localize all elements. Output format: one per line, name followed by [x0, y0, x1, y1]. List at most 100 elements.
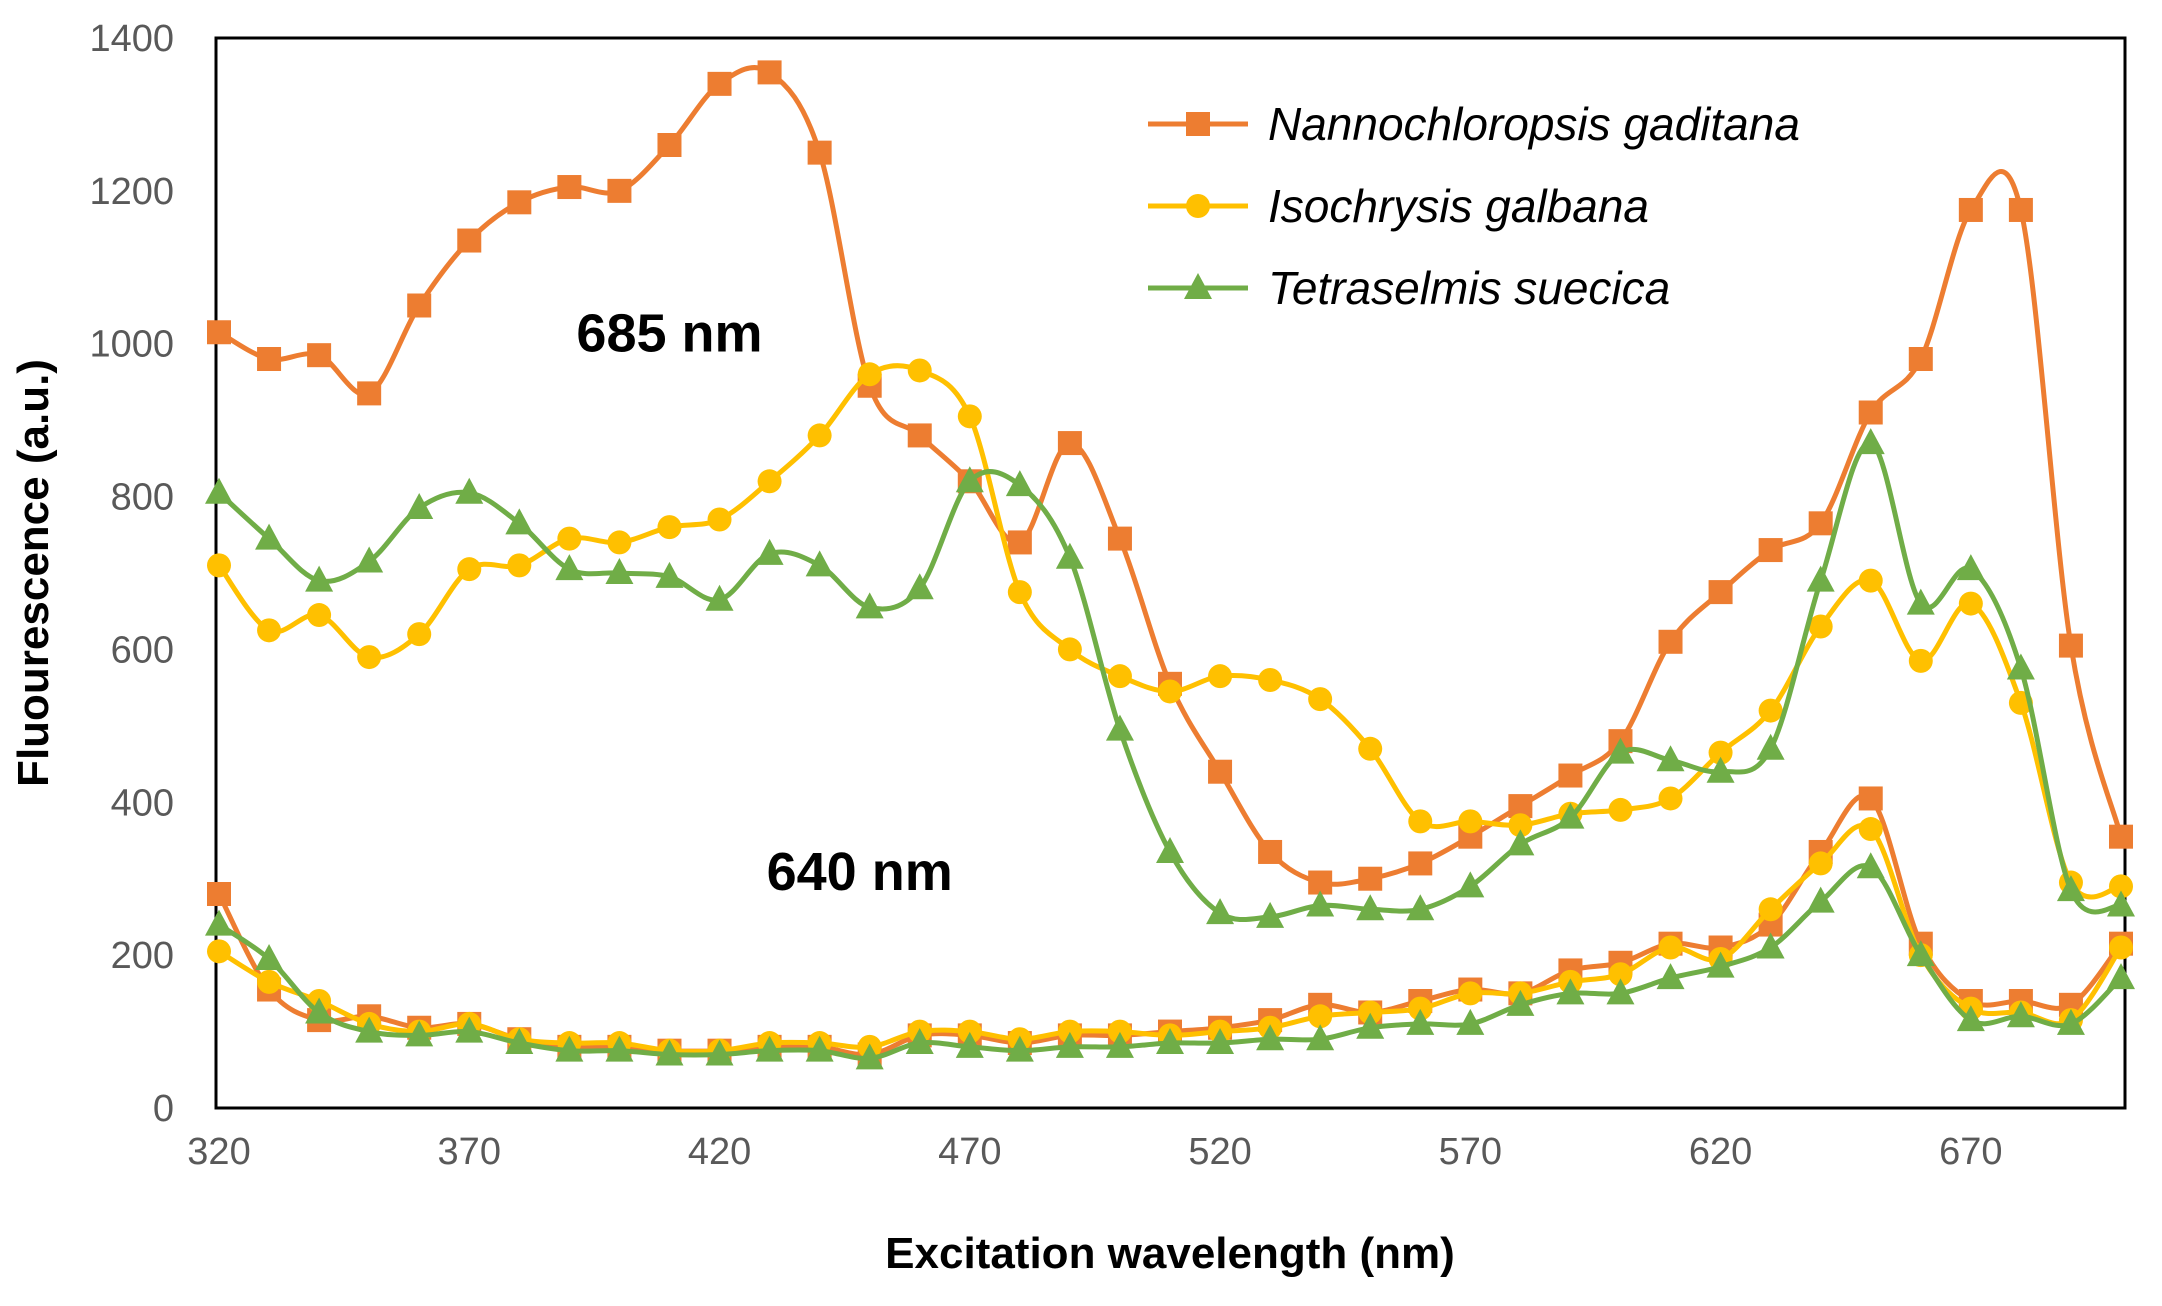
data-point — [1306, 890, 1335, 917]
series-line — [217, 863, 2123, 1061]
data-point — [805, 550, 834, 577]
legend-label: Isochrysis galbana — [1268, 180, 1649, 232]
data-point — [1908, 347, 1933, 371]
data-point — [2058, 633, 2083, 658]
data-point — [955, 1031, 984, 1058]
data-point — [355, 1016, 384, 1043]
data-point — [1356, 1012, 1385, 1039]
x-tick-label: 320 — [187, 1131, 250, 1173]
data-point — [2056, 1008, 2085, 1035]
data-point — [2006, 1001, 2035, 1028]
data-point — [657, 515, 682, 540]
data-point — [655, 1039, 684, 1066]
data-point — [1606, 978, 1635, 1005]
data-point — [1556, 802, 1585, 829]
legend-label: Nannochloropsis gaditana — [1268, 98, 1800, 150]
data-point — [1906, 940, 1935, 967]
data-point — [657, 133, 682, 157]
legend-item: Isochrysis galbana — [1148, 180, 1649, 232]
data-point — [207, 882, 231, 906]
data-point — [1608, 797, 1633, 822]
data-point — [1506, 989, 1535, 1016]
data-point — [1206, 1028, 1235, 1055]
data-point — [1206, 898, 1235, 925]
data-point — [1308, 687, 1333, 712]
data-point — [957, 1019, 982, 1044]
data-point — [1806, 886, 1835, 913]
data-point — [1458, 981, 1483, 1006]
data-point — [305, 565, 334, 592]
data-point — [855, 592, 884, 619]
data-point — [1808, 511, 1833, 536]
data-point — [605, 1035, 634, 1062]
data-point — [605, 558, 634, 584]
data-point — [1506, 829, 1535, 856]
data-point — [1105, 714, 1134, 741]
data-point — [1508, 813, 1533, 838]
y-tick-label: 0 — [153, 1088, 174, 1130]
data-point — [1958, 591, 1983, 616]
x-tick-label: 670 — [1939, 1131, 2002, 1173]
data-point — [407, 293, 432, 318]
data-point — [907, 358, 932, 383]
data-point — [257, 618, 282, 643]
data-point — [455, 477, 484, 504]
legend-item: Nannochloropsis gaditana — [1148, 98, 1800, 150]
data-point — [1658, 629, 1683, 654]
data-point — [1608, 962, 1633, 987]
data-point — [857, 362, 882, 387]
y-axis-ticks: 0 200 400 600 800 1000 1200 1400 — [89, 18, 174, 1130]
data-point — [2109, 824, 2133, 849]
data-point — [455, 1016, 484, 1043]
data-point — [1456, 1008, 1485, 1035]
data-point — [1756, 733, 1785, 760]
legend-label: Tetraselmis suecica — [1268, 262, 1670, 314]
data-point — [1458, 809, 1483, 834]
data-point — [1858, 786, 1883, 811]
data-point — [305, 997, 334, 1024]
data-point — [1306, 1024, 1335, 1051]
data-point — [1658, 786, 1683, 811]
data-point — [1007, 580, 1032, 605]
data-point — [357, 645, 382, 670]
data-point — [1806, 565, 1835, 592]
data-point — [1256, 901, 1285, 928]
data-point — [557, 526, 582, 551]
data-point — [1656, 963, 1685, 990]
data-point — [257, 347, 282, 371]
data-point — [1158, 679, 1182, 704]
data-point — [257, 969, 282, 994]
data-point — [357, 381, 382, 406]
data-point — [1055, 1031, 1084, 1058]
data-point — [1758, 897, 1783, 922]
data-point — [457, 228, 482, 253]
data-point — [1156, 836, 1184, 863]
data-point — [405, 493, 434, 520]
x-tick-label: 470 — [938, 1131, 1001, 1173]
data-point — [2109, 935, 2133, 960]
data-point — [1105, 1031, 1134, 1058]
series-layer — [205, 60, 2135, 1070]
data-point — [1708, 740, 1733, 765]
data-point — [2056, 875, 2085, 902]
data-point — [2006, 653, 2035, 680]
data-point — [2107, 890, 2135, 917]
data-point — [205, 909, 233, 936]
data-point — [255, 943, 284, 970]
data-point — [405, 1020, 434, 1047]
data-point — [1856, 852, 1885, 879]
x-tick-label: 620 — [1689, 1131, 1752, 1173]
data-point — [1656, 745, 1685, 772]
data-point — [1308, 1004, 1333, 1029]
data-point — [1706, 951, 1735, 978]
series-line — [216, 363, 2122, 900]
x-axis-title: Excitation wavelength (nm) — [885, 1229, 1455, 1278]
data-point — [1906, 588, 1935, 615]
data-point — [1007, 530, 1032, 555]
data-point — [905, 573, 934, 600]
data-point — [1408, 809, 1433, 834]
data-point — [505, 508, 534, 535]
y-tick-label: 1200 — [89, 171, 174, 213]
series-3 — [205, 428, 2135, 928]
